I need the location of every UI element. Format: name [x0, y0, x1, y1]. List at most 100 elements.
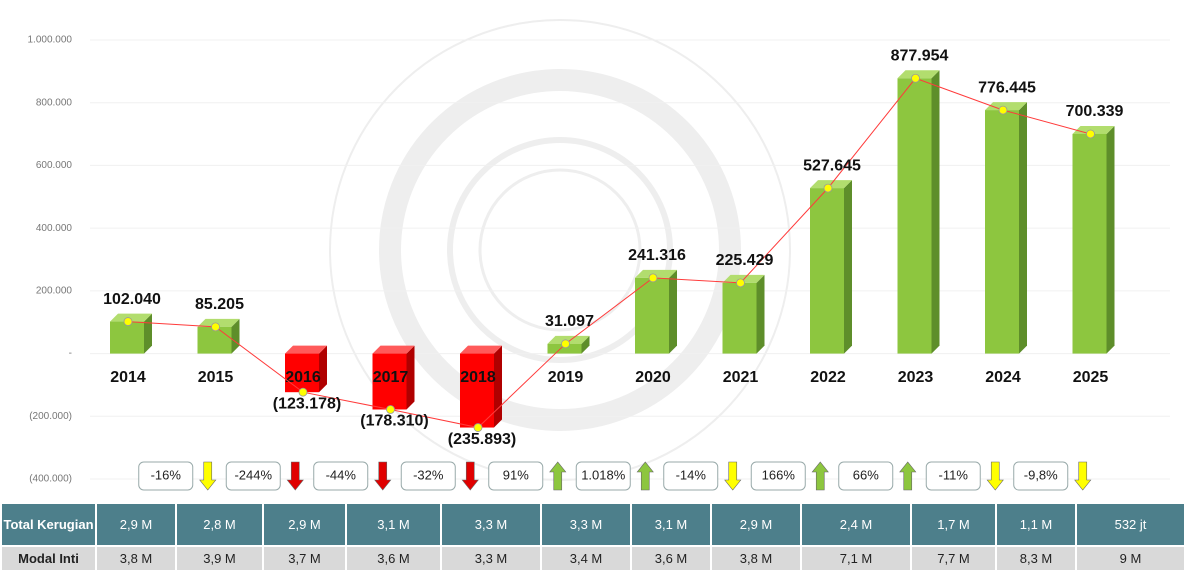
table-cell: 1,1 M [996, 503, 1076, 546]
change-label: 66% [853, 467, 879, 482]
value-label: 527.645 [803, 157, 861, 174]
table-cell: 1,7 M [911, 503, 996, 546]
value-label: 241.316 [628, 247, 686, 264]
marker [999, 106, 1007, 114]
x-tick-label: 2018 [460, 369, 496, 386]
value-label: 85.205 [195, 296, 244, 313]
change-label: -44% [326, 467, 357, 482]
change-label: 166% [762, 467, 796, 482]
table-cell: 9 M [1076, 546, 1184, 571]
bar [810, 188, 844, 353]
change-arrow [900, 462, 916, 490]
table-cell: 532 jt [1076, 503, 1184, 546]
change-label: -9,8% [1024, 467, 1058, 482]
bar-side [932, 70, 940, 353]
change-label: -16% [151, 467, 182, 482]
change-arrow [812, 462, 828, 490]
y-tick-label: 400.000 [36, 223, 73, 234]
y-tick-label: (400.000) [29, 474, 72, 485]
table-cell: 3,6 M [631, 546, 711, 571]
row-label: Total Kerugian [1, 503, 96, 546]
marker [649, 274, 657, 282]
y-tick-label: 200.000 [36, 285, 73, 296]
page: (400.000) (200.000) - 200.000 400.000 600.000… [0, 0, 1184, 574]
table-cell: 3,4 M [541, 546, 631, 571]
x-tick-label: 2022 [810, 369, 846, 386]
table-cell: 2,9 M [96, 503, 176, 546]
marker [824, 184, 832, 192]
x-tick-label: 2025 [1073, 369, 1109, 386]
bar-side [1019, 102, 1027, 353]
bar [985, 110, 1019, 353]
x-tick-label: 2019 [548, 369, 584, 386]
change-label: -244% [234, 467, 272, 482]
change-arrow [287, 462, 303, 490]
x-tick-label: 2016 [285, 369, 321, 386]
marker [124, 318, 132, 326]
bar [723, 283, 757, 354]
value-label: 700.339 [1066, 103, 1124, 120]
change-arrow [375, 462, 391, 490]
value-label: (178.310) [360, 413, 429, 430]
change-label: 1.018% [581, 467, 626, 482]
table-cell: 3,1 M [346, 503, 441, 546]
y-tick-label: 1.000.000 [28, 35, 73, 46]
x-tick-label: 2021 [723, 369, 759, 386]
value-label: 877.954 [891, 47, 949, 64]
table-cell: 2,9 M [263, 503, 346, 546]
change-arrow [200, 462, 216, 490]
bar [1073, 134, 1107, 354]
change-label: -32% [413, 467, 444, 482]
value-label: 102.040 [103, 291, 161, 308]
x-tick-label: 2023 [898, 369, 934, 386]
table-cell: 3,8 M [96, 546, 176, 571]
x-tick-label: 2017 [373, 369, 409, 386]
change-arrow [1075, 462, 1091, 490]
marker [1087, 130, 1095, 138]
change-arrow [987, 462, 1003, 490]
y-tick-label: (200.000) [29, 411, 72, 422]
table-cell: 3,9 M [176, 546, 263, 571]
marker [737, 279, 745, 287]
change-arrow [462, 462, 478, 490]
table-cell: 3,1 M [631, 503, 711, 546]
change-label: 91% [503, 467, 529, 482]
table-cell: 3,3 M [441, 503, 541, 546]
value-label: (123.178) [273, 395, 342, 412]
value-label: (235.893) [448, 431, 517, 448]
table-cell: 3,3 M [541, 503, 631, 546]
y-tick-label: - [69, 348, 72, 359]
change-arrow [725, 462, 741, 490]
bar [898, 78, 932, 353]
marker [912, 74, 920, 82]
row-label: Modal Inti [1, 546, 96, 571]
bar-side [1107, 126, 1115, 354]
table-cell: 3,7 M [263, 546, 346, 571]
y-tick-label: 600.000 [36, 160, 73, 171]
change-label: -14% [676, 467, 707, 482]
table-cell: 3,6 M [346, 546, 441, 571]
table-cell: 7,1 M [801, 546, 911, 571]
table-cell: 7,7 M [911, 546, 996, 571]
table-cell: 3,3 M [441, 546, 541, 571]
bar-side [669, 270, 677, 354]
y-tick-label: 800.000 [36, 97, 73, 108]
x-tick-label: 2020 [635, 369, 671, 386]
change-arrow [550, 462, 566, 490]
chart: (400.000) (200.000) - 200.000 400.000 600.000… [0, 0, 1184, 500]
marker [212, 323, 220, 331]
table-cell: 2,9 M [711, 503, 801, 546]
table-cell: 2,8 M [176, 503, 263, 546]
value-label: 225.429 [716, 252, 774, 269]
x-tick-label: 2024 [985, 369, 1021, 386]
x-tick-label: 2014 [110, 369, 146, 386]
trend-line [128, 78, 1091, 427]
bar-side [757, 275, 765, 354]
bar-side [494, 346, 502, 428]
bar [635, 278, 669, 354]
value-label: 776.445 [978, 79, 1036, 96]
bar-side [844, 180, 852, 353]
table-cell: 2,4 M [801, 503, 911, 546]
